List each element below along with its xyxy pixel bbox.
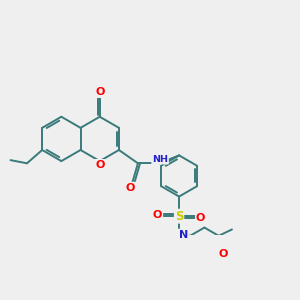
Text: O: O — [95, 87, 104, 97]
Text: O: O — [95, 160, 104, 170]
Text: NH: NH — [152, 155, 168, 164]
Text: S: S — [175, 210, 183, 223]
Text: O: O — [196, 213, 205, 223]
Text: N: N — [178, 230, 188, 239]
Text: O: O — [153, 210, 162, 220]
Text: O: O — [126, 183, 135, 193]
Text: O: O — [219, 249, 228, 259]
